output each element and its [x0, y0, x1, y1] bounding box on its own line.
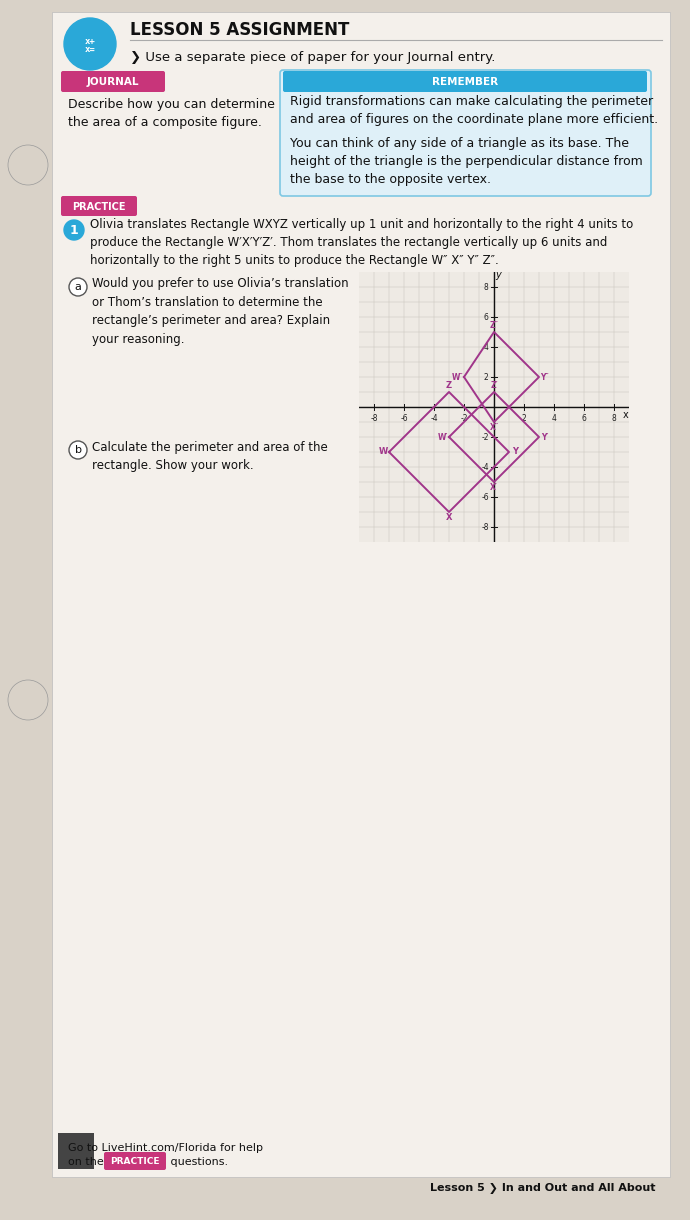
Circle shape — [64, 220, 84, 240]
Text: 4: 4 — [551, 414, 556, 423]
Text: You can think of any side of a triangle as its base. The
height of the triangle : You can think of any side of a triangle … — [290, 137, 643, 185]
FancyBboxPatch shape — [52, 12, 670, 1177]
Text: LESSON 5 ASSIGNMENT: LESSON 5 ASSIGNMENT — [130, 21, 349, 39]
Circle shape — [8, 680, 48, 720]
Circle shape — [69, 278, 87, 296]
Text: -8: -8 — [481, 522, 489, 532]
Text: -2: -2 — [481, 433, 489, 442]
Text: questions.: questions. — [167, 1157, 228, 1168]
Text: -8: -8 — [371, 414, 377, 423]
Text: -4: -4 — [481, 462, 489, 471]
Text: Olivia translates Rectangle WXYZ vertically up 1 unit and horizontally to the ri: Olivia translates Rectangle WXYZ vertica… — [90, 218, 633, 267]
FancyBboxPatch shape — [104, 1152, 166, 1170]
Text: Lesson 5 ❯ In and Out and All About: Lesson 5 ❯ In and Out and All About — [429, 1182, 655, 1193]
Text: y: y — [495, 270, 502, 281]
Text: x: x — [623, 410, 629, 420]
Text: 2: 2 — [522, 414, 526, 423]
Text: X′: X′ — [490, 483, 498, 493]
Text: x=: x= — [85, 45, 95, 55]
Text: W: W — [378, 448, 388, 456]
FancyBboxPatch shape — [283, 71, 647, 92]
FancyBboxPatch shape — [280, 70, 651, 196]
Text: Go to LiveHint.com/Florida for help: Go to LiveHint.com/Florida for help — [68, 1143, 263, 1153]
FancyBboxPatch shape — [61, 71, 165, 92]
Text: Calculate the perimeter and area of the
rectangle. Show your work.: Calculate the perimeter and area of the … — [92, 440, 328, 472]
Circle shape — [64, 18, 116, 70]
Text: 8: 8 — [611, 414, 616, 423]
FancyBboxPatch shape — [58, 1133, 94, 1169]
Text: Z″: Z″ — [489, 322, 498, 331]
Circle shape — [8, 145, 48, 185]
Text: Y′: Y′ — [542, 433, 549, 442]
Text: PRACTICE: PRACTICE — [110, 1158, 160, 1166]
Text: on the: on the — [68, 1157, 107, 1168]
Text: -4: -4 — [430, 414, 438, 423]
Circle shape — [69, 440, 87, 459]
Text: -6: -6 — [481, 493, 489, 501]
Text: JOURNAL: JOURNAL — [87, 77, 139, 87]
Text: Describe how you can determine
the area of a composite figure.: Describe how you can determine the area … — [68, 98, 275, 129]
Text: x+: x+ — [85, 37, 95, 45]
Text: X″: X″ — [489, 423, 499, 433]
FancyBboxPatch shape — [61, 196, 137, 216]
Text: ❯ Use a separate piece of paper for your Journal entry.: ❯ Use a separate piece of paper for your… — [130, 50, 495, 63]
Text: 8: 8 — [484, 283, 489, 292]
Text: 6: 6 — [582, 414, 586, 423]
Text: Y″: Y″ — [541, 372, 549, 382]
Text: 6: 6 — [484, 312, 489, 322]
Text: REMEMBER: REMEMBER — [432, 77, 498, 87]
Text: W″: W″ — [452, 372, 464, 382]
Text: -6: -6 — [400, 414, 408, 423]
Text: Rigid transformations can make calculating the perimeter
and area of figures on : Rigid transformations can make calculati… — [290, 95, 658, 126]
Text: 2: 2 — [484, 372, 489, 382]
Text: 1: 1 — [70, 223, 79, 237]
Text: 4: 4 — [484, 343, 489, 351]
Text: Z: Z — [446, 382, 452, 390]
Text: X: X — [446, 514, 452, 522]
Text: b: b — [75, 445, 81, 455]
Text: a: a — [75, 282, 81, 292]
Text: Y: Y — [512, 448, 518, 456]
Text: -2: -2 — [460, 414, 468, 423]
Text: Z′: Z′ — [490, 382, 497, 390]
Text: W′: W′ — [438, 433, 449, 442]
Text: PRACTICE: PRACTICE — [72, 203, 126, 212]
Text: Would you prefer to use Olivia’s translation
or Thom’s translation to determine : Would you prefer to use Olivia’s transla… — [92, 277, 348, 345]
